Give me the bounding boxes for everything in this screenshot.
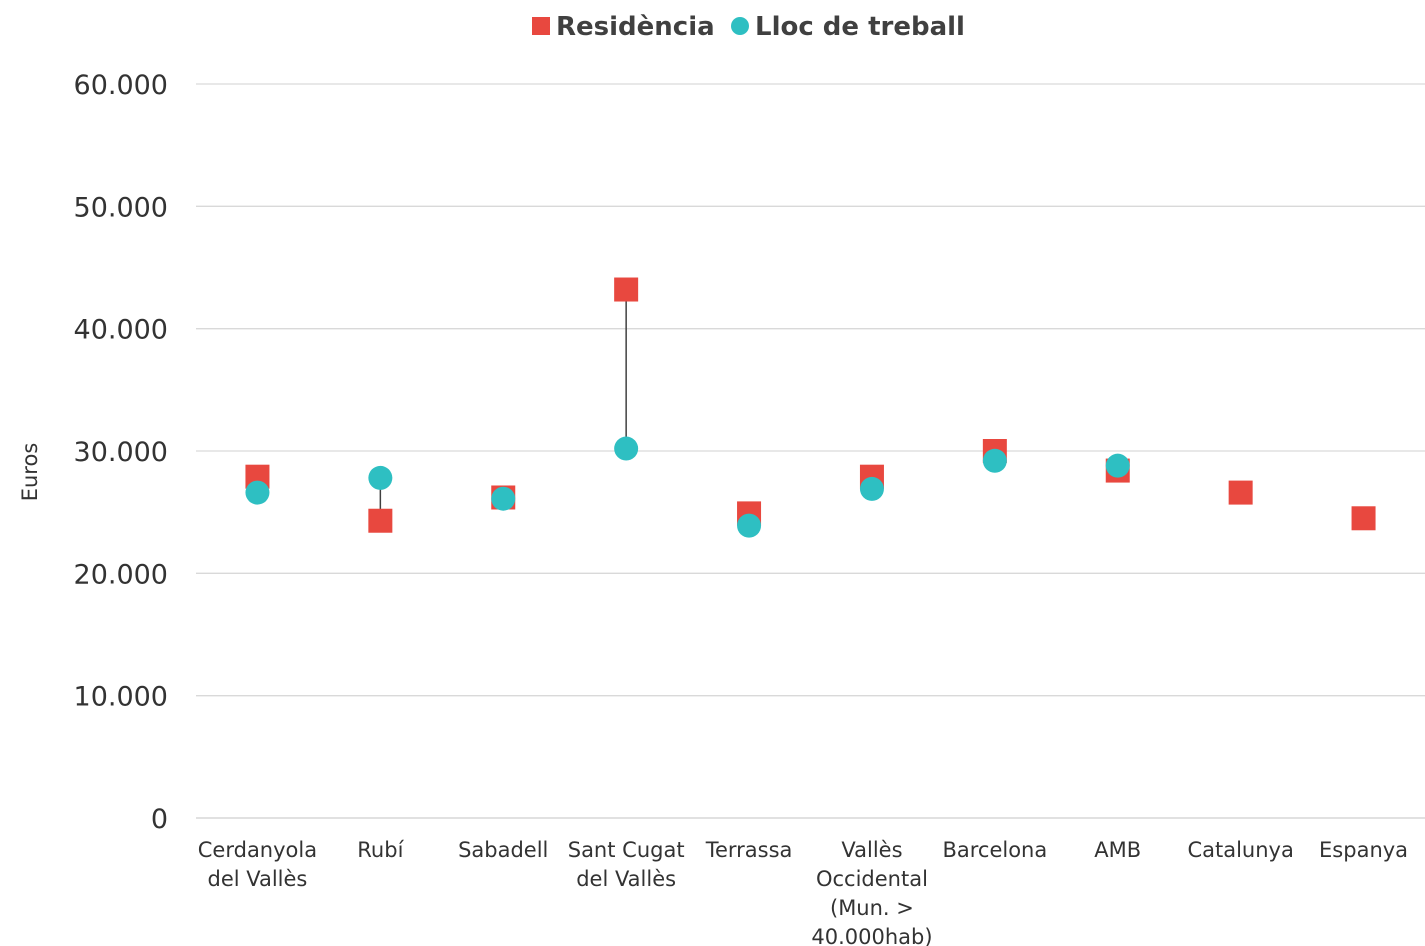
y-axis-tick-labels: 0 10.000 20.000 30.000 40.000 50.000 60.000 [74,70,168,835]
x-category-label: Barcelona [942,838,1047,862]
x-category-label: del Vallès [207,867,307,891]
point-residencia [368,508,393,533]
x-category-label: Cerdanyola [198,838,317,862]
y-tick-label: 0 [151,804,168,835]
data-marks [245,277,1376,538]
x-category-label: 40.000hab) [811,925,932,946]
y-axis-title: Euros [18,443,42,502]
point-lloc-de-treball [737,513,762,538]
gridlines [196,83,1425,819]
legend-marker-lloc-de-treball [731,17,749,35]
point-lloc-de-treball [245,480,270,505]
point-lloc-de-treball [368,465,393,490]
x-category-label: (Mun. > [830,896,914,920]
y-tick-label: 40.000 [74,315,168,346]
y-tick-label: 50.000 [74,192,168,223]
point-lloc-de-treball [859,476,884,501]
x-category-label: Espanya [1319,838,1408,862]
legend: Residència Lloc de treball [532,12,965,42]
x-category-label: Sabadell [458,838,548,862]
point-residencia [614,277,639,302]
x-category-label: del Vallès [576,867,676,891]
legend-marker-residencia [532,17,550,35]
point-lloc-de-treball [491,486,516,511]
x-category-label: Rubí [357,838,404,862]
legend-label-residencia: Residència [556,12,715,42]
connector-lines [256,289,1119,526]
point-residencia [1228,480,1253,505]
x-category-label: Terrassa [705,838,793,862]
y-tick-label: 10.000 [74,682,168,713]
point-residencia [1351,506,1376,531]
y-tick-label: 30.000 [74,437,168,468]
x-category-label: Catalunya [1187,838,1293,862]
legend-label-lloc-de-treball: Lloc de treball [755,12,965,42]
x-category-label: AMB [1094,838,1141,862]
y-tick-label: 20.000 [74,559,168,590]
x-category-label: Occidental [816,867,928,891]
y-tick-label: 60.000 [74,70,168,101]
x-axis-category-labels: Cerdanyola del Vallès Rubí Sabadell Sant Cug… [198,838,1408,946]
point-lloc-de-treball [614,436,639,461]
point-lloc-de-treball [1105,453,1130,478]
x-category-label: Vallès [841,838,902,862]
x-category-label: Sant Cugat [568,838,685,862]
point-lloc-de-treball [982,448,1007,473]
